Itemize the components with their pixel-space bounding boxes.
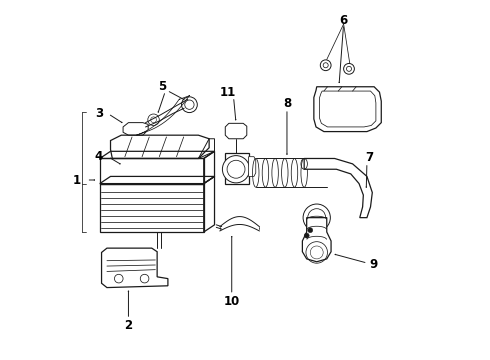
Text: 6: 6 bbox=[340, 14, 348, 27]
Text: 3: 3 bbox=[95, 107, 103, 120]
Text: 1: 1 bbox=[73, 174, 80, 186]
Text: 9: 9 bbox=[369, 258, 377, 271]
Text: 8: 8 bbox=[283, 98, 291, 111]
Polygon shape bbox=[136, 95, 190, 135]
Polygon shape bbox=[302, 218, 331, 262]
Polygon shape bbox=[304, 158, 372, 218]
Polygon shape bbox=[101, 248, 168, 288]
Text: 11: 11 bbox=[220, 86, 236, 99]
Polygon shape bbox=[248, 157, 256, 176]
Text: 4: 4 bbox=[95, 150, 103, 163]
Text: 7: 7 bbox=[366, 151, 373, 164]
Text: 10: 10 bbox=[223, 295, 240, 308]
Text: 2: 2 bbox=[124, 319, 132, 332]
Polygon shape bbox=[314, 87, 381, 132]
Circle shape bbox=[303, 204, 330, 231]
Text: 5: 5 bbox=[158, 80, 166, 93]
Polygon shape bbox=[225, 123, 247, 139]
Circle shape bbox=[222, 156, 250, 183]
Polygon shape bbox=[225, 153, 248, 184]
Circle shape bbox=[308, 228, 313, 233]
Circle shape bbox=[304, 233, 309, 238]
